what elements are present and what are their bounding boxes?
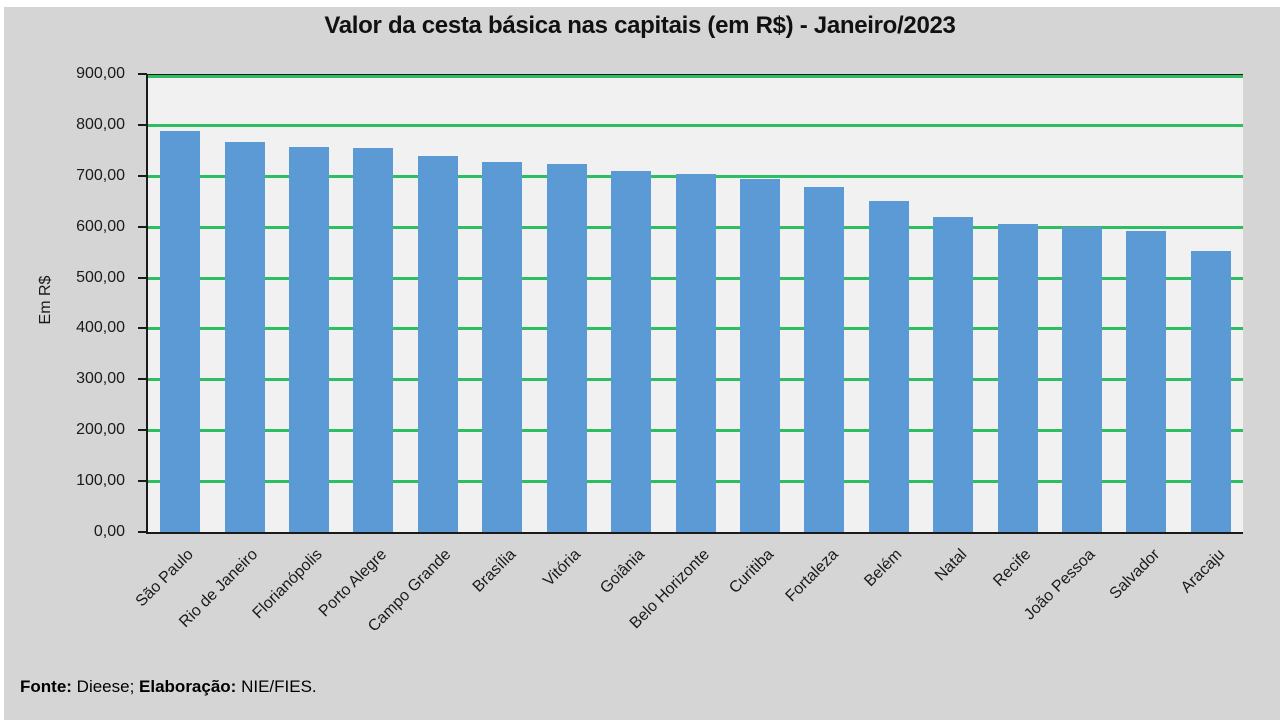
y-tick-label: 400,00 — [76, 319, 125, 337]
y-tick-label: 200,00 — [76, 421, 125, 439]
bar-vitória — [546, 164, 587, 532]
y-tick-label: 300,00 — [76, 370, 125, 388]
bar-são-paulo — [160, 131, 201, 532]
y-tick-label: 100,00 — [76, 472, 125, 490]
y-tick-label: 500,00 — [76, 268, 125, 286]
bar-rio-de-janeiro — [224, 142, 265, 532]
y-tick-mark — [138, 531, 147, 533]
bar-florianópolis — [289, 147, 330, 532]
source-value: Dieese; — [71, 677, 140, 696]
y-tick-label: 700,00 — [76, 166, 125, 184]
gridline — [148, 75, 1243, 78]
bar-salvador — [1126, 231, 1167, 532]
bar-joão-pessoa — [1061, 227, 1102, 532]
y-tick-label: 800,00 — [76, 115, 125, 133]
y-tick-label: 600,00 — [76, 217, 125, 235]
y-tick-mark — [138, 73, 147, 75]
bar-aracaju — [1190, 251, 1231, 532]
bar-fortaleza — [804, 187, 845, 532]
bar-brasília — [482, 162, 523, 532]
y-tick-mark — [138, 123, 147, 126]
chart-title: Valor da cesta básica nas capitais (em R… — [324, 12, 956, 39]
bar-recife — [997, 224, 1038, 532]
bar-campo-grande — [417, 156, 458, 532]
gridline — [148, 124, 1243, 128]
y-tick-label: 0,00 — [93, 523, 125, 540]
y-tick-mark — [138, 174, 147, 177]
elaboration-value: NIE/FIES. — [236, 677, 317, 696]
elaboration-label: Elaboração: — [139, 677, 237, 696]
bar-goiânia — [611, 171, 652, 532]
y-tick-mark — [138, 480, 147, 483]
bar-belo-horizonte — [675, 174, 716, 532]
y-tick-mark — [138, 327, 147, 330]
bar-belém — [868, 201, 909, 532]
y-tick-mark — [138, 429, 147, 432]
y-tick-mark — [138, 225, 147, 228]
bar-curitiba — [739, 179, 780, 532]
y-tick-label: 900,00 — [76, 65, 125, 82]
bar-porto-alegre — [353, 148, 394, 532]
source-note: Fonte: Dieese; Elaboração: NIE/FIES. — [20, 677, 317, 697]
bar-natal — [933, 217, 974, 532]
source-label: Fonte: — [20, 677, 72, 696]
y-tick-mark — [138, 378, 147, 381]
y-tick-mark — [138, 276, 147, 279]
plot-area — [146, 74, 1243, 534]
